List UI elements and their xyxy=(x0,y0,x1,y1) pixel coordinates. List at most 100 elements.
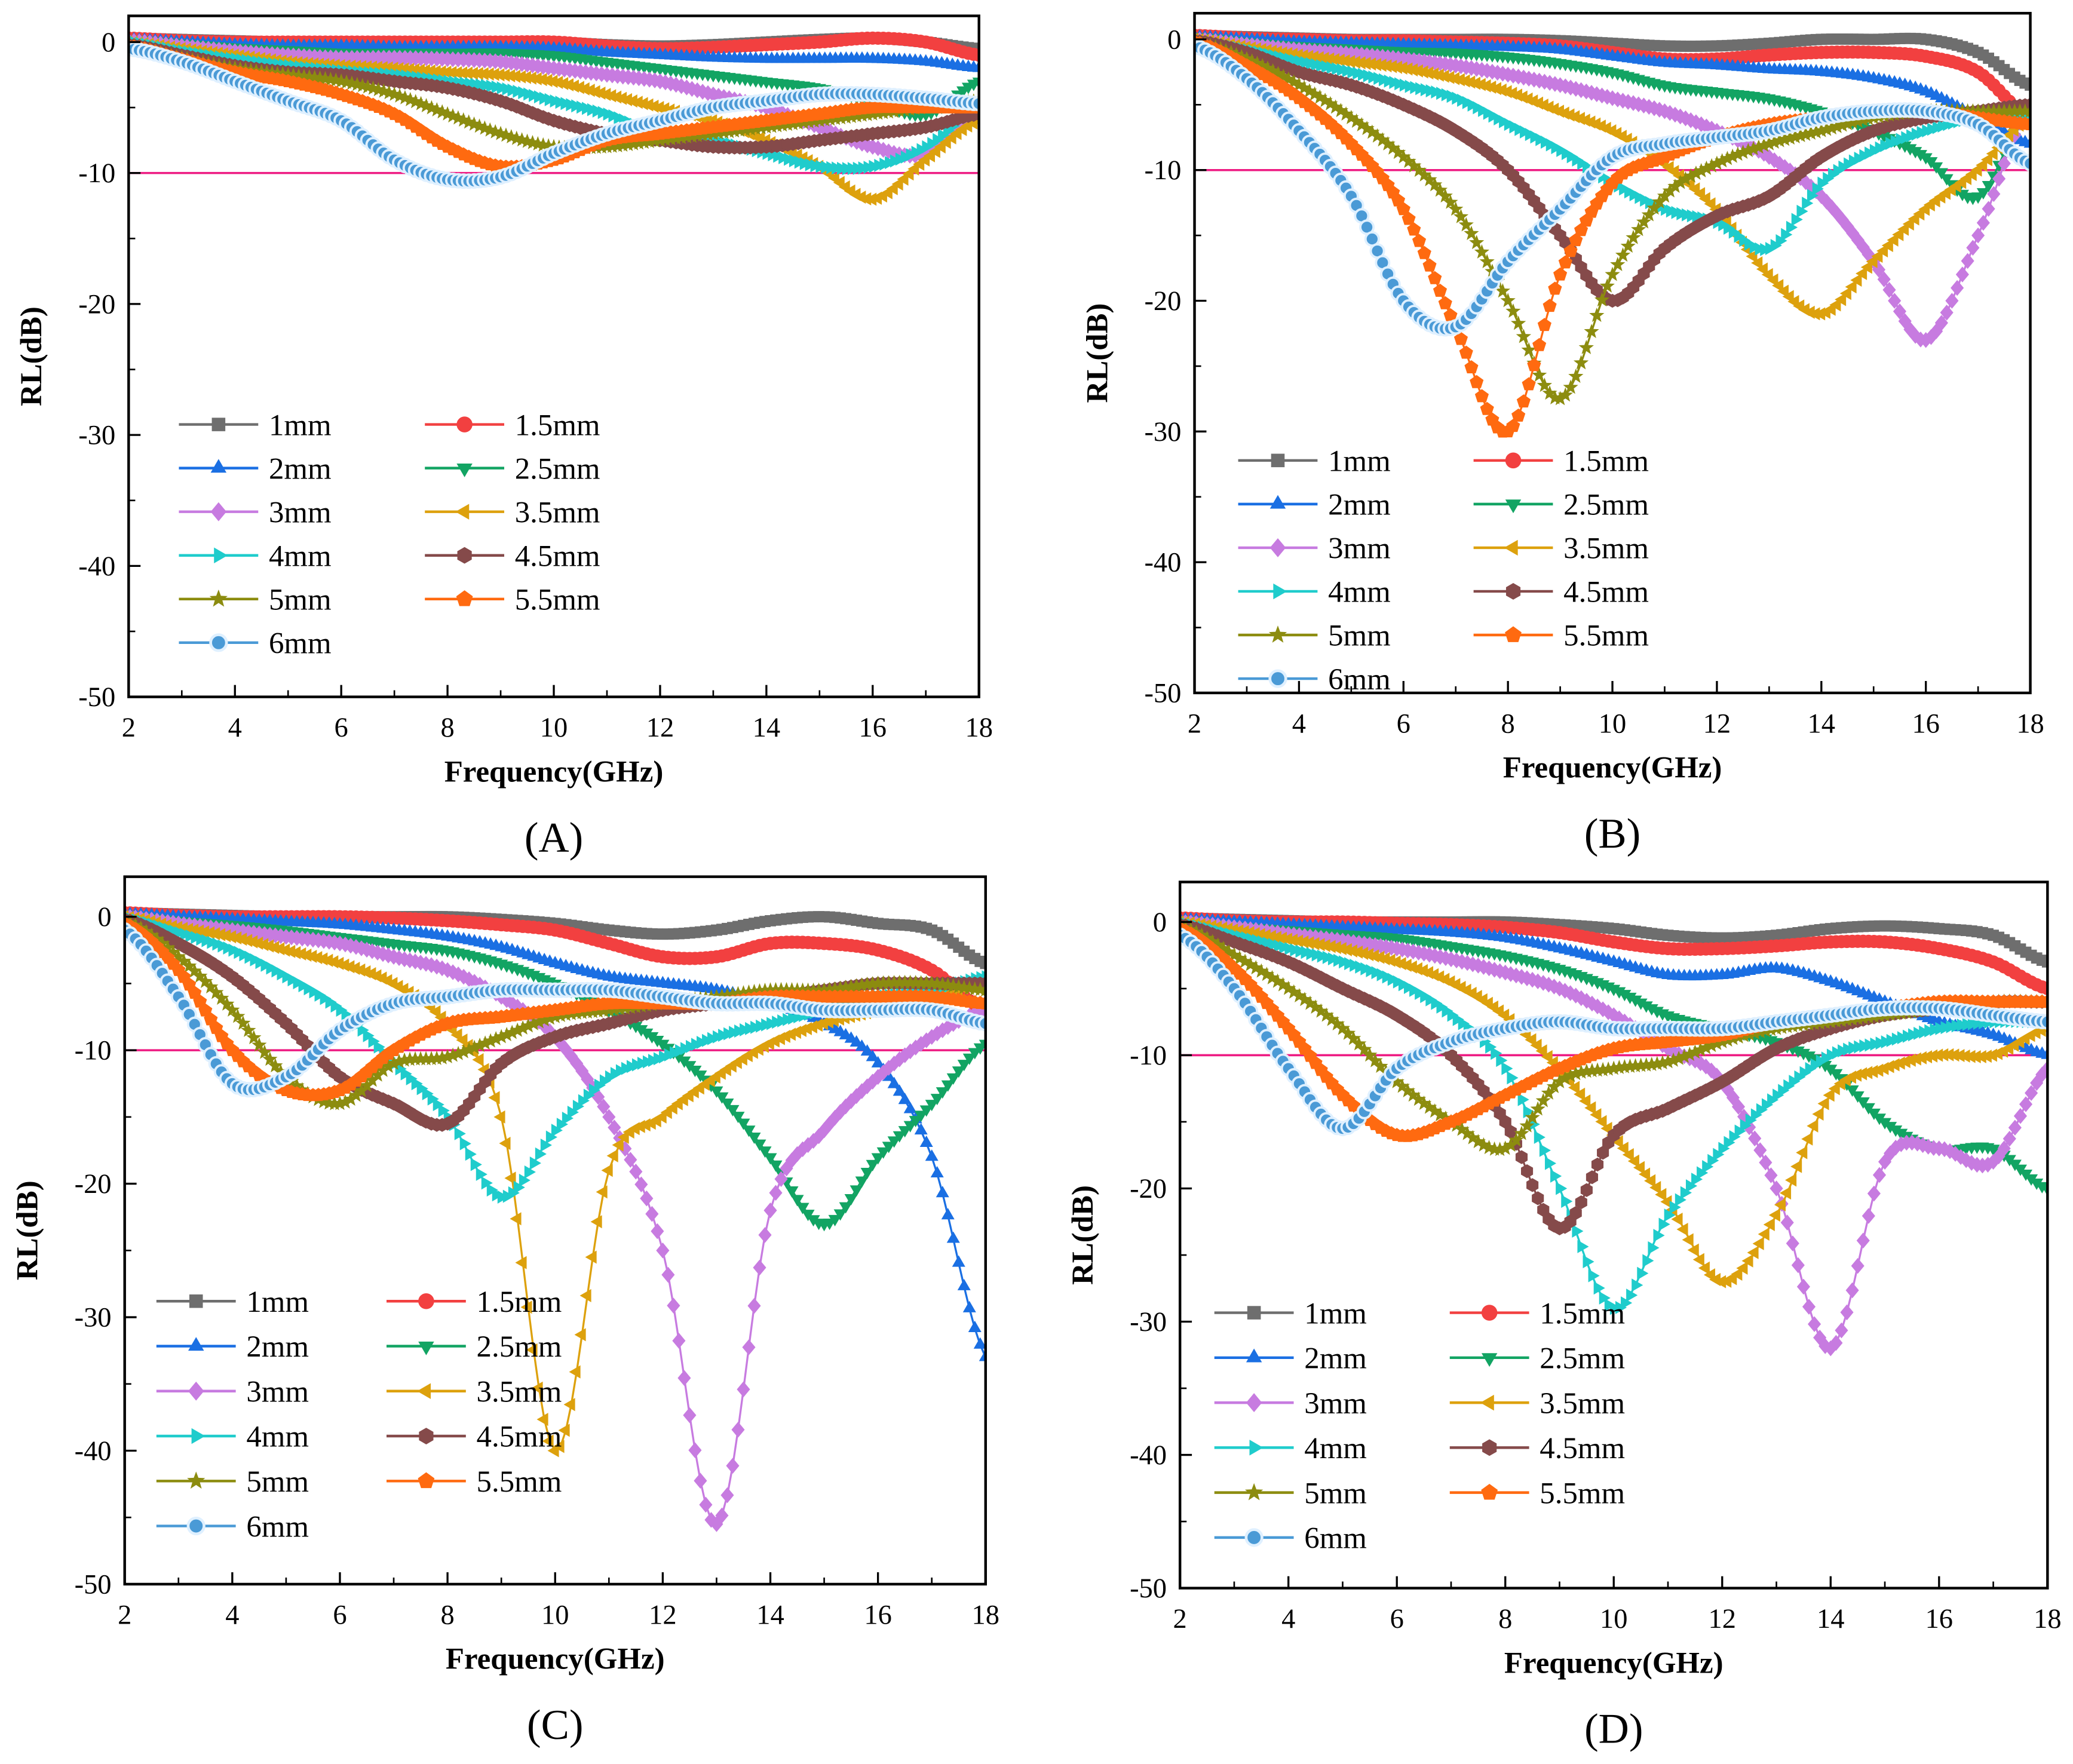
data-point xyxy=(596,1185,608,1199)
data-point xyxy=(1751,139,1767,154)
data-point xyxy=(860,1044,874,1056)
data-point xyxy=(545,1130,557,1144)
data-point xyxy=(952,1255,965,1267)
data-point xyxy=(753,1139,766,1151)
data-point xyxy=(262,939,274,953)
data-point xyxy=(241,934,253,947)
data-point xyxy=(1839,287,1851,300)
data-point xyxy=(599,88,611,102)
data-point xyxy=(1323,52,1335,66)
legend-item: 5mm xyxy=(1238,619,1391,653)
legend-item: 3.5mm xyxy=(1473,532,1649,566)
data-point xyxy=(871,1153,885,1165)
data-point xyxy=(456,112,471,127)
data-point xyxy=(1573,355,1589,370)
data-point xyxy=(661,1266,675,1283)
data-point xyxy=(973,1337,986,1349)
legend-marker-triangle-up-icon xyxy=(1269,495,1286,509)
data-point xyxy=(1667,178,1683,194)
data-point xyxy=(397,90,413,105)
data-point xyxy=(459,1137,471,1151)
legend-marker-sphere-icon xyxy=(209,633,228,652)
data-point xyxy=(1391,193,1406,207)
data-point xyxy=(957,1060,971,1072)
data-point xyxy=(1448,201,1464,216)
legend-marker-triangle-down-icon xyxy=(456,463,473,477)
data-point xyxy=(710,1086,723,1098)
data-point xyxy=(601,1164,613,1177)
data-point xyxy=(925,1149,939,1161)
data-point xyxy=(461,114,477,129)
data-point xyxy=(642,133,657,148)
data-point xyxy=(1527,358,1541,372)
data-point xyxy=(1955,189,1969,201)
data-point xyxy=(1464,75,1476,89)
data-point xyxy=(1260,60,1275,75)
data-point xyxy=(1761,136,1777,151)
data-point xyxy=(968,1320,982,1332)
data-point xyxy=(1428,271,1442,284)
legend-marker-circle-icon xyxy=(456,416,473,432)
data-point xyxy=(429,102,444,116)
data-point xyxy=(1641,207,1657,222)
data-point xyxy=(1730,146,1746,161)
data-point xyxy=(1761,268,1773,281)
data-point xyxy=(652,101,664,115)
data-point xyxy=(1615,247,1631,262)
data-point xyxy=(535,1147,547,1161)
data-point xyxy=(972,60,979,72)
data-point xyxy=(519,70,531,84)
data-point xyxy=(1354,116,1369,132)
data-point xyxy=(1777,284,1789,298)
data-point xyxy=(1772,133,1787,148)
data-point xyxy=(833,1209,847,1221)
data-point xyxy=(477,67,489,81)
data-point xyxy=(284,944,296,958)
y-tick-label: 0 xyxy=(102,27,115,58)
data-point xyxy=(1746,250,1758,263)
data-point xyxy=(919,1105,933,1117)
data-point xyxy=(1802,197,1814,210)
data-point xyxy=(1976,158,1988,172)
data-point xyxy=(1464,360,1479,374)
series-4mm xyxy=(124,912,986,1204)
data-point xyxy=(541,73,553,87)
data-point xyxy=(651,1223,664,1240)
data-point xyxy=(1976,214,1990,231)
data-point xyxy=(1814,122,1829,137)
data-point xyxy=(572,81,584,94)
data-point xyxy=(1468,76,1481,90)
data-point xyxy=(838,109,854,124)
legend-marker-diamond-icon xyxy=(210,502,227,521)
data-point xyxy=(472,1053,484,1067)
data-point xyxy=(567,79,579,93)
data-point xyxy=(1709,155,1725,170)
data-point xyxy=(1380,136,1396,151)
data-point xyxy=(2025,79,2031,91)
data-point xyxy=(1569,233,1583,247)
data-point xyxy=(747,1132,761,1145)
data-point xyxy=(1678,171,1694,186)
data-point xyxy=(529,1156,541,1170)
data-point xyxy=(1296,80,1312,95)
data-point xyxy=(525,71,536,85)
data-point xyxy=(526,1343,538,1357)
data-point xyxy=(1470,375,1484,388)
data-point xyxy=(790,1195,804,1207)
data-point xyxy=(1578,339,1594,354)
data-point xyxy=(1516,394,1531,408)
data-point xyxy=(1909,147,1922,159)
data-point xyxy=(1877,271,1891,287)
x-tick-label: 18 xyxy=(965,713,992,743)
data-point xyxy=(1375,59,1387,72)
data-point xyxy=(620,93,632,106)
data-point xyxy=(625,136,642,151)
data-point xyxy=(962,1053,976,1065)
data-point xyxy=(631,96,643,109)
data-point xyxy=(1798,127,1814,142)
data-point xyxy=(1631,222,1646,237)
data-point xyxy=(1364,57,1376,71)
data-point xyxy=(440,65,452,79)
data-point xyxy=(887,1136,901,1148)
